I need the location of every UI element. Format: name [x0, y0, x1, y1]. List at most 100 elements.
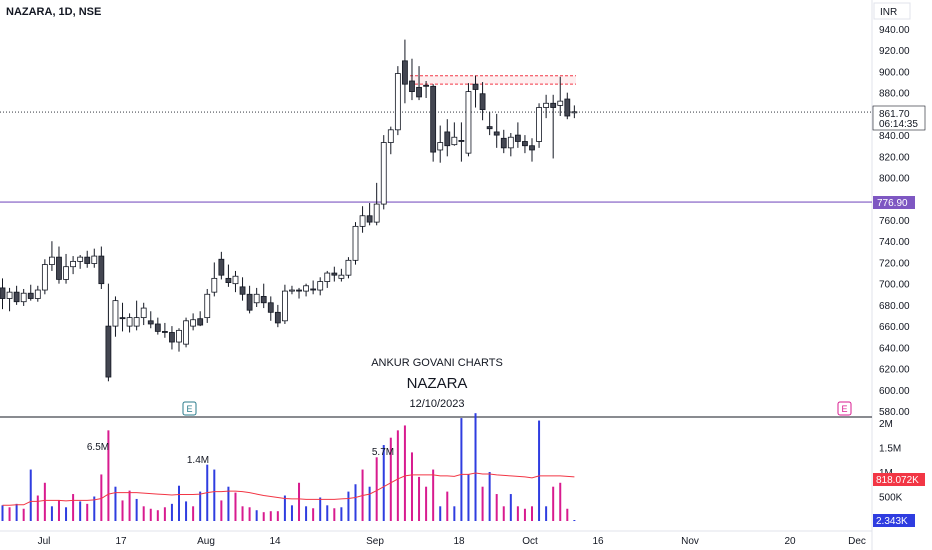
volume-bar — [432, 469, 435, 521]
candle-body — [387, 129, 394, 143]
candle — [493, 113, 500, 148]
price-tick-label: 940.00 — [879, 25, 910, 36]
candle-body — [169, 332, 175, 343]
currency-box[interactable] — [873, 2, 911, 20]
volume-bar — [220, 500, 223, 521]
time-tick-label: 16 — [592, 536, 604, 547]
volume-bar — [8, 507, 11, 521]
volume-bar — [72, 494, 75, 521]
volume-bar — [502, 506, 505, 521]
candle-body — [338, 274, 345, 279]
volume-bar — [538, 420, 541, 521]
price-tick-label: 720.00 — [879, 258, 910, 269]
candle — [211, 262, 218, 297]
volume-bar — [128, 490, 131, 521]
earnings-badge-right[interactable]: E — [837, 401, 852, 416]
candle-body — [345, 259, 352, 276]
volume-bar — [107, 430, 110, 521]
candle-body — [514, 134, 521, 142]
candle-body — [49, 256, 55, 265]
price-tick-label: 920.00 — [879, 46, 910, 57]
candle — [126, 313, 133, 333]
volume-bar — [516, 506, 519, 521]
candle-body — [296, 289, 302, 292]
candle-body — [423, 84, 430, 87]
volume-bar — [135, 498, 138, 521]
price-tick-label: 580.00 — [879, 407, 910, 418]
candle-body — [105, 325, 112, 378]
volume-bar — [234, 492, 237, 521]
candle — [140, 302, 147, 326]
candle-body — [183, 320, 189, 345]
candle — [338, 268, 345, 282]
volume-ma-tag: 818.072K — [873, 473, 925, 486]
candle — [147, 311, 154, 329]
candle-body — [465, 91, 472, 154]
volume-annotation-1: 6.5M — [87, 442, 109, 453]
candle-body — [41, 264, 48, 291]
candle — [331, 266, 338, 282]
volume-bar — [93, 496, 96, 521]
volume-bar — [79, 501, 82, 521]
candle-body — [211, 277, 218, 293]
volume-bar — [403, 425, 406, 521]
price-tick-label: 880.00 — [879, 89, 910, 100]
symbol-title: NAZARA, 1D, NSE — [6, 6, 101, 18]
last-volume-label: 2.343K — [876, 516, 908, 527]
candle-body — [133, 317, 140, 327]
price-tick-label: 840.00 — [879, 131, 910, 142]
earnings-badge-left[interactable]: E — [182, 401, 197, 416]
candle — [317, 277, 324, 296]
candle — [98, 246, 105, 289]
volume-bar — [255, 510, 258, 521]
volume-bar — [552, 486, 555, 521]
candle — [176, 328, 182, 352]
volume-bar — [276, 511, 279, 521]
candle-body — [197, 318, 204, 326]
candle — [204, 288, 211, 323]
volume-bar — [439, 506, 442, 521]
candle — [190, 313, 197, 331]
candle-body — [493, 131, 500, 136]
candle-body — [472, 83, 479, 90]
candle — [253, 287, 260, 308]
candle-body — [77, 256, 84, 262]
volume-bar — [312, 508, 315, 521]
candle — [6, 287, 13, 312]
candle-body — [267, 302, 274, 313]
volume-bar — [121, 500, 124, 521]
volume-bar — [319, 497, 322, 521]
candle-body — [486, 126, 493, 130]
volume-bar — [22, 508, 25, 521]
volume-bar — [375, 457, 378, 521]
candle — [409, 58, 415, 101]
volume-bar — [326, 505, 329, 521]
volume-annotation-3: 5.7M — [372, 447, 394, 458]
time-tick-label: 18 — [453, 536, 465, 547]
candle-body — [161, 331, 168, 333]
candle-body — [140, 307, 147, 319]
price-tick-label: 700.00 — [879, 280, 910, 291]
volume-bar — [354, 484, 357, 521]
volume-bar — [481, 486, 484, 521]
time-tick-label: 20 — [784, 536, 796, 547]
candle — [430, 84, 437, 162]
volume-bar — [340, 507, 343, 521]
candle-body — [289, 289, 295, 292]
candle — [444, 119, 451, 157]
candle-body — [557, 100, 564, 106]
volume-bar — [43, 482, 46, 521]
candle — [49, 241, 55, 271]
volume-ma-line — [2, 472, 575, 506]
volume-bar — [418, 476, 421, 521]
volume-bar — [163, 507, 166, 521]
volume-bar — [262, 512, 265, 521]
candle — [63, 253, 69, 284]
candle-body — [119, 317, 126, 320]
watermark-date: 12/10/2023 — [409, 398, 464, 410]
candle-body — [13, 291, 20, 303]
countdown-label: 06:14:35 — [879, 119, 918, 130]
volume-annotation-2: 1.4M — [187, 455, 209, 466]
candle-body — [112, 300, 119, 327]
